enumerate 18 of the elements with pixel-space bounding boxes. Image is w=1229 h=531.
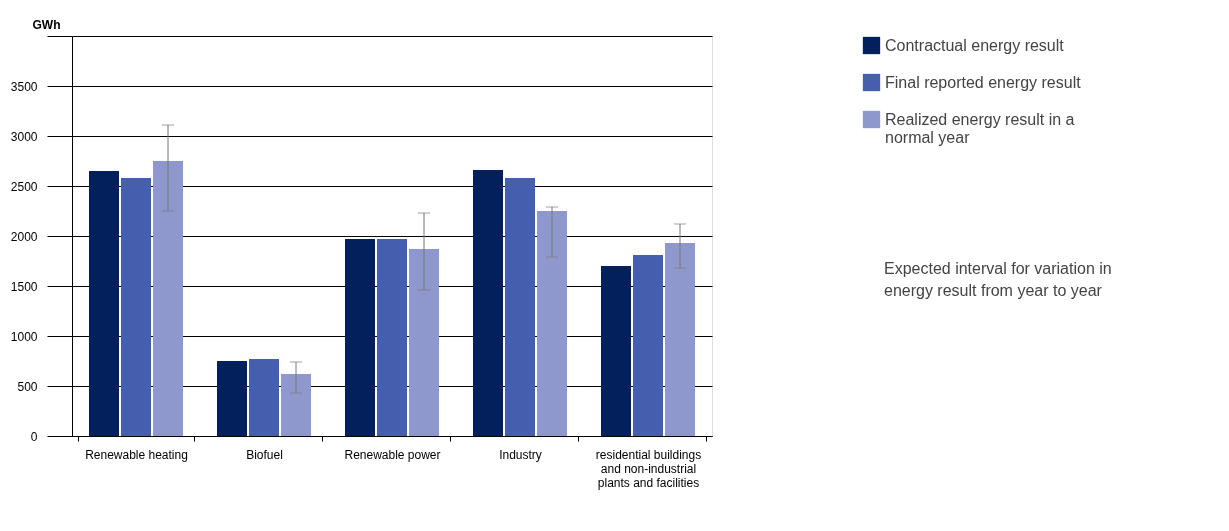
y-tick-label: 500 <box>17 379 38 394</box>
text: Expected interval for variation in energy result from year to year <box>884 260 1112 299</box>
y-axis-title: GWh <box>32 17 61 32</box>
y-tick-label: 0 <box>30 429 38 444</box>
legend-label: Realized energy result in a normal year <box>885 110 1075 146</box>
y-tick-label: 2000 <box>10 229 38 244</box>
y-tick-label: 2500 <box>10 179 38 194</box>
x-tick-label: Biofuel <box>246 447 283 462</box>
legend-label: Contractual energy result <box>885 36 1065 54</box>
x-tick-label: residential buildings and non-industrial plants and facilities <box>595 447 702 490</box>
legend-label: Final reported energy result <box>885 73 1082 91</box>
x-tick-label: Renewable power <box>344 447 441 462</box>
x-tick-label: Industry <box>499 447 542 462</box>
y-tick-label: 3000 <box>10 129 38 144</box>
y-tick-label: 3500 <box>10 79 38 94</box>
x-tick-label: Renewable heating <box>85 447 188 462</box>
y-tick-label: 1000 <box>10 329 38 344</box>
y-tick-label: 1500 <box>10 279 38 294</box>
